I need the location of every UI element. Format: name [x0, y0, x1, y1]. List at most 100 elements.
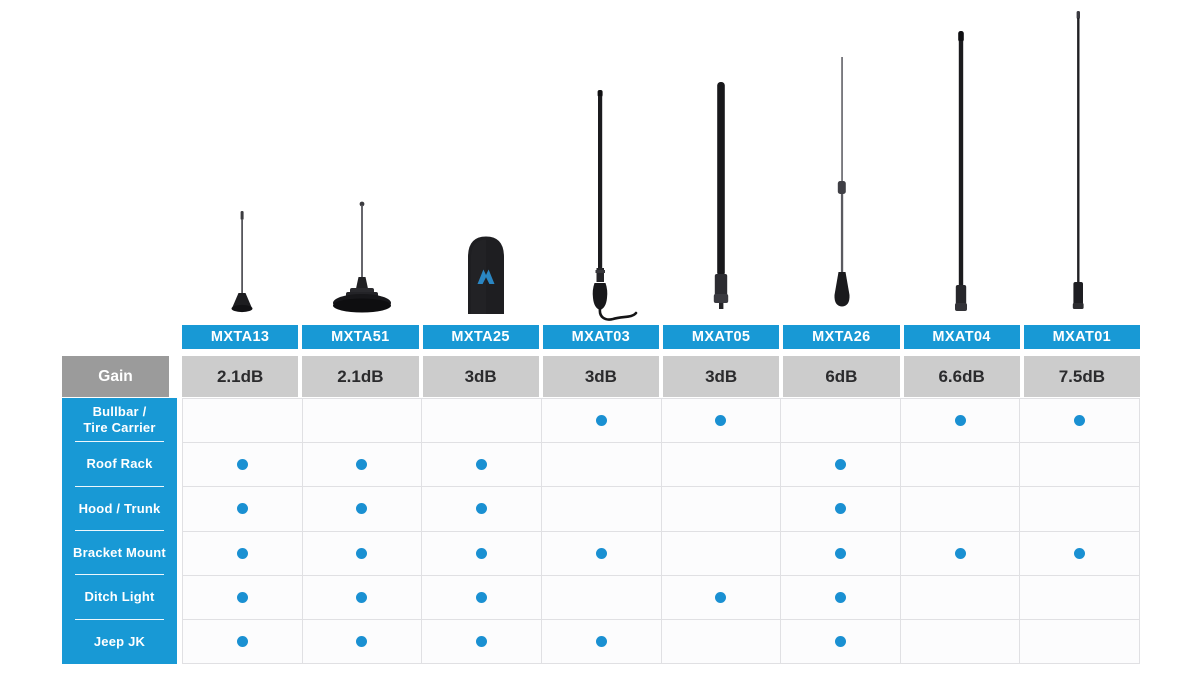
compat-cell	[302, 487, 423, 532]
antenna-image-mxta51	[333, 201, 391, 313]
mount-sidebar: Bullbar / Tire Carrier Roof Rack Hood / Tr…	[62, 398, 177, 664]
compat-dot	[356, 503, 368, 515]
model-header-mxta13: MXTA13	[182, 325, 299, 349]
compat-dot	[595, 415, 607, 427]
compat-cell	[183, 619, 303, 664]
compat-dot	[595, 547, 607, 559]
compat-dot	[954, 415, 966, 427]
compat-cell	[781, 399, 901, 444]
compat-cell	[541, 619, 662, 664]
gain-value-mxta26: 6dB	[783, 356, 900, 397]
compat-cell	[302, 619, 423, 664]
mount-row-ditch-light: Ditch Light	[62, 575, 177, 620]
mount-row-bullbar-tire-carrier: Bullbar / Tire Carrier	[62, 398, 177, 443]
compat-dot	[356, 635, 368, 647]
compat-dot	[715, 415, 727, 427]
compat-cell	[661, 443, 782, 488]
compat-cell	[422, 487, 542, 532]
compat-cell	[183, 399, 303, 444]
compat-dot	[236, 591, 248, 603]
compatibility-matrix	[182, 398, 1140, 664]
antenna-image-mxat04	[955, 31, 967, 311]
compat-cell	[422, 575, 542, 620]
compat-dot	[236, 503, 248, 515]
gain-value-mxta25: 3dB	[422, 356, 539, 397]
compat-cell	[661, 531, 782, 576]
model-header-mxta26: MXTA26	[783, 325, 900, 349]
compat-dot	[236, 459, 248, 471]
compat-cell	[661, 399, 782, 444]
compat-cell	[1020, 531, 1140, 576]
compat-cell	[183, 443, 303, 488]
compat-dot	[476, 591, 488, 603]
compat-cell	[422, 619, 542, 664]
compat-cell	[302, 575, 423, 620]
compat-cell	[900, 487, 1021, 532]
compat-cell	[781, 575, 901, 620]
model-header-mxat03: MXAT03	[542, 325, 659, 349]
compat-cell	[183, 531, 303, 576]
model-header-mxat04: MXAT04	[903, 325, 1020, 349]
gain-row-header: Gain	[62, 356, 169, 397]
compat-cell	[900, 443, 1021, 488]
model-header-mxat01: MXAT01	[1023, 325, 1140, 349]
mount-row-hood-trunk: Hood / Trunk	[62, 487, 177, 532]
antenna-image-mxat03	[592, 90, 638, 321]
compat-cell	[661, 575, 782, 620]
antenna-image-mxat05	[713, 82, 729, 309]
compat-cell	[541, 443, 662, 488]
compat-dot	[595, 635, 607, 647]
gain-value-mxat05: 3dB	[663, 356, 780, 397]
compat-cell	[900, 531, 1021, 576]
compat-dot	[1074, 415, 1086, 427]
compat-cell	[541, 487, 662, 532]
gain-values-row: 2.1dB 2.1dB 3dB 3dB 3dB 6dB 6.6dB 7.5dB	[182, 356, 1140, 397]
compat-cell	[541, 531, 662, 576]
compat-dot	[476, 635, 488, 647]
compat-cell	[900, 619, 1021, 664]
compat-cell	[1020, 487, 1140, 532]
compat-dot	[476, 459, 488, 471]
compat-cell	[422, 443, 542, 488]
model-header-mxta51: MXTA51	[302, 325, 419, 349]
compat-dot	[834, 635, 846, 647]
compat-cell	[183, 575, 303, 620]
compat-dot	[476, 547, 488, 559]
compat-cell	[183, 487, 303, 532]
mount-row-bracket-mount: Bracket Mount	[62, 531, 177, 576]
compat-dot	[356, 547, 368, 559]
gain-value-mxta13: 2.1dB	[182, 356, 299, 397]
compat-cell	[781, 443, 901, 488]
antenna-images	[231, 11, 1084, 321]
compat-cell	[781, 531, 901, 576]
mount-row-roof-rack: Roof Rack	[62, 442, 177, 487]
mount-row-jeep-jk: Jeep JK	[93, 633, 146, 649]
compat-dot	[834, 459, 846, 471]
gain-value-mxta51: 2.1dB	[302, 356, 419, 397]
compat-cell	[302, 399, 423, 444]
compat-dot	[1074, 547, 1086, 559]
compat-cell	[302, 443, 423, 488]
compat-dot	[834, 503, 846, 515]
compat-cell	[1020, 443, 1140, 488]
compat-cell	[781, 487, 901, 532]
antenna-image-mxat01	[1072, 11, 1084, 309]
gain-value-mxat03: 3dB	[542, 356, 659, 397]
compat-dot	[834, 547, 846, 559]
compat-cell	[422, 399, 542, 444]
compat-cell	[422, 531, 542, 576]
compat-dot	[834, 591, 846, 603]
compat-cell	[900, 575, 1021, 620]
compat-dot	[715, 591, 727, 603]
antenna-image-mxta13	[231, 211, 253, 313]
compat-cell	[1020, 619, 1140, 664]
compat-dot	[954, 547, 966, 559]
compat-cell	[541, 399, 662, 444]
compat-dot	[476, 503, 488, 515]
compat-cell	[302, 531, 423, 576]
antenna-image-mxta25	[468, 236, 504, 314]
antenna-image-mxta26	[834, 57, 850, 307]
gain-value-mxat01: 7.5dB	[1023, 356, 1140, 397]
compat-cell	[900, 399, 1021, 444]
